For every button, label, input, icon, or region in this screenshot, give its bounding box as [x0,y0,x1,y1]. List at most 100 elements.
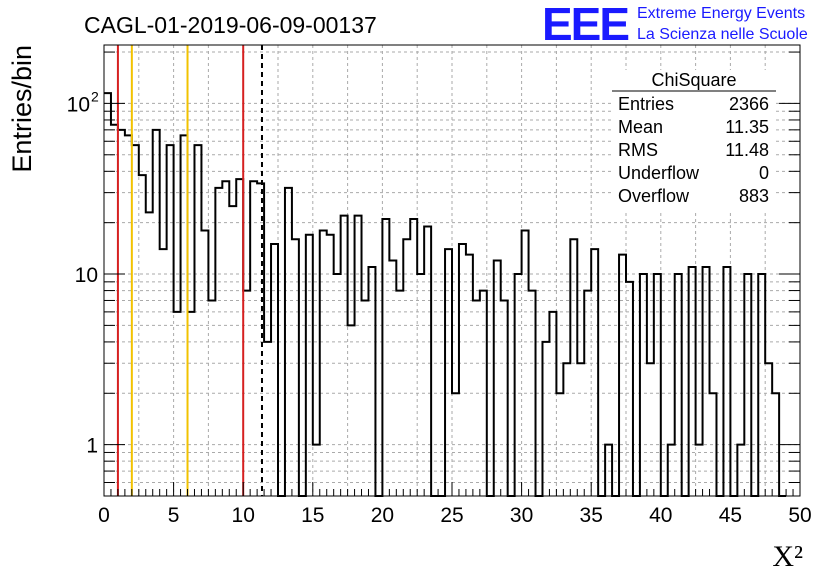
histogram-bin [591,249,598,496]
histogram-bin [563,363,570,496]
histogram-bin [257,183,264,496]
histogram-bars [104,92,787,497]
marker-lines [116,45,263,496]
histogram-bin [292,239,299,496]
stats-box: ChiSquare Entries 2366 Mean 11.35 RMS 11.48 Un… [612,70,776,210]
histogram-bin [501,300,508,496]
stats-row-label: Overflow [618,186,690,206]
histogram-bin [243,291,250,496]
stats-row-value: 11.48 [725,140,769,160]
y-tick-exponent: 2 [91,88,99,104]
histogram-bin [362,300,369,496]
x-tick-label: 15 [301,504,324,527]
histogram-bin [403,239,410,496]
histogram-bin [264,342,271,496]
histogram-bin [703,267,710,496]
eee-logo-line1: Extreme Energy Events [637,5,805,22]
histogram-bin [570,239,577,496]
x-tick-label: 20 [371,504,394,527]
y-tick-label: 1 [86,435,98,458]
histogram-bin [577,363,584,496]
histogram-bin [522,230,529,496]
y-axis-label: Entries/bin [7,45,37,173]
histogram-bin [452,393,459,496]
histogram-bin [542,342,549,496]
histogram-bin [118,130,125,496]
histogram-bin [772,393,779,496]
histogram-bin [306,235,313,496]
x-tick-label: 50 [788,504,811,527]
histogram-bin [654,274,661,496]
histogram-bin [174,312,181,496]
histogram-bin [549,312,556,496]
x-tick-label: 40 [649,504,672,527]
histogram-bin [188,312,195,496]
chart-title: CAGL-01-2019-06-09-00137 [84,12,377,38]
histogram-bin [313,445,320,496]
histogram-bin [368,267,375,496]
histogram-bin [250,181,257,496]
histogram-bin [445,249,452,496]
histogram-bin [466,255,473,496]
histogram-outline [104,92,787,497]
histogram-bin [640,274,647,496]
histogram-bin [417,274,424,496]
histogram-bin [647,363,654,496]
histogram-bin [410,219,417,496]
y-tick-label: 10 [67,93,90,116]
histogram-bin [348,325,355,496]
histogram-bin [229,206,236,496]
histogram-bin [285,188,292,496]
histogram-bin [153,130,160,496]
x-tick-label: 45 [719,504,742,527]
x-tick-label: 0 [98,504,110,527]
histogram-bin [320,230,327,496]
histogram-bin [111,125,118,496]
stats-row-value: 0 [759,163,769,183]
histogram-bin [327,235,334,496]
histogram-bin [710,393,717,496]
histogram-bin [194,145,201,496]
stats-row-label: RMS [618,140,658,160]
histogram-bin [396,291,403,496]
axis-ticks [103,51,801,497]
histogram-bin [215,188,222,496]
histogram-bin [334,274,341,496]
stats-box-bg [612,70,776,210]
histogram-bin [744,274,751,496]
histogram-bin [668,445,675,496]
histogram-bin [515,274,522,496]
histogram-bin [556,393,563,496]
stats-row-label: Underflow [618,163,700,183]
histogram-bin [132,145,139,496]
x-tick-label: 5 [168,504,180,527]
stats-row-value: 2366 [729,94,769,114]
x-axis-label: X² [772,540,803,572]
stats-row-value: 11.35 [725,117,769,137]
eee-logo: EEE Extreme Energy Events La Scienza nel… [542,0,808,50]
histogram-bin [139,175,146,496]
histogram-bin [382,219,389,496]
histogram-bin [619,255,626,496]
histogram-bin [737,445,744,496]
histogram-bin [675,274,682,496]
x-tick-label: 30 [510,504,533,527]
stats-name: ChiSquare [651,70,736,90]
histogram-bin [341,216,348,496]
histogram-bin [181,135,188,496]
histogram-bin [389,261,396,496]
histogram-bin [765,363,772,496]
x-tick-label: 25 [440,504,463,527]
histogram-bin [480,291,487,496]
histogram-bin [208,300,215,496]
histogram-bin [494,261,501,496]
x-tick-label: 10 [232,504,255,527]
histogram-bin [222,181,229,496]
histogram-bin [167,145,174,496]
histogram-bin [160,249,167,496]
x-tick-label: 35 [580,504,603,527]
histogram-bin [424,226,431,496]
eee-logo-text: EEE [542,0,628,50]
